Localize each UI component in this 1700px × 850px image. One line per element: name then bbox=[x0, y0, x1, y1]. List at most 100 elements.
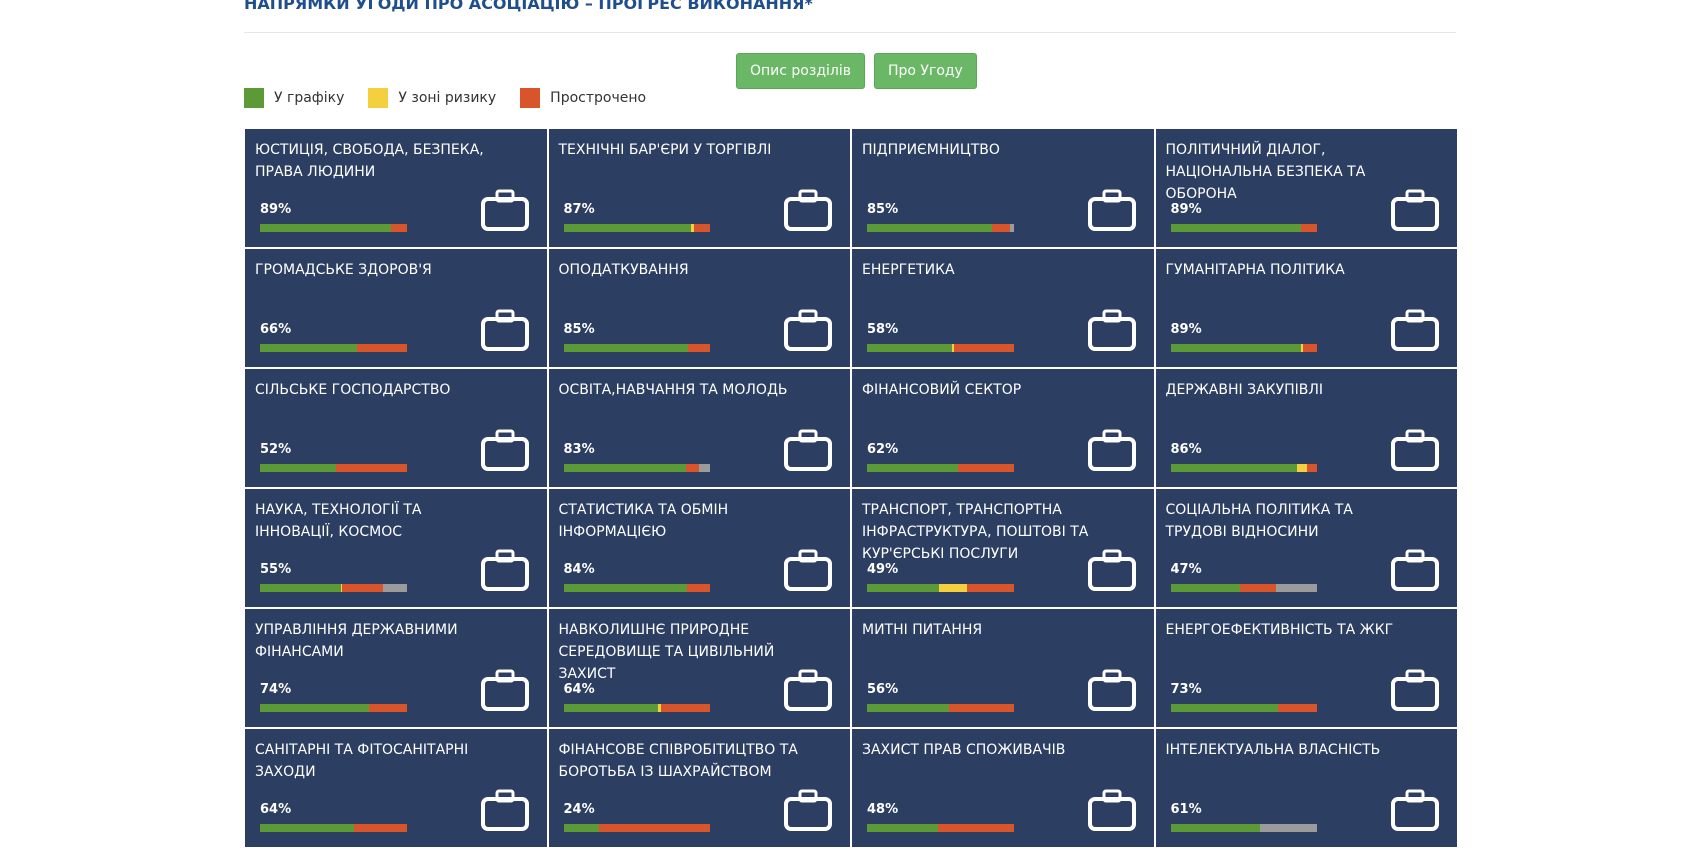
bar-segment bbox=[939, 584, 967, 592]
bar-segment bbox=[867, 344, 953, 352]
tile-percent: 89% bbox=[1170, 322, 1202, 337]
tile: ДЕРЖАВНІ ЗАКУПІВЛІ 86% bbox=[1154, 368, 1458, 488]
bar-segment bbox=[563, 224, 692, 232]
tile: ГУМАНІТАРНА ПОЛІТИКА 89% bbox=[1154, 248, 1458, 368]
tile-title: ЮСТИЦІЯ, СВОБОДА, БЕЗПЕКА, ПРАВА ЛЮДИНИ bbox=[255, 142, 484, 180]
progress-bar bbox=[1170, 704, 1318, 712]
bar-segment bbox=[1301, 224, 1318, 232]
tile-title: ФІНАНСОВИЙ СЕКТОР bbox=[862, 382, 1022, 398]
tile: НАУКА, ТЕХНОЛОГІЇ ТА ІННОВАЦІЇ, КОСМОС 55… bbox=[244, 488, 548, 608]
tile: НАВКОЛИШНЄ ПРИРОДНЕ СЕРЕДОВИЩЕ ТА ЦИВІЛЬ… bbox=[547, 608, 851, 728]
tile-title: ТЕХНІЧНІ БАР'ЄРИ У ТОРГІВЛІ bbox=[558, 142, 772, 158]
tile: ОСВІТА,НАВЧАННЯ ТА МОЛОДЬ 83% bbox=[547, 368, 851, 488]
tile-percent: 74% bbox=[260, 682, 292, 697]
bar-segment bbox=[357, 344, 407, 352]
tile-percent: 62% bbox=[867, 442, 899, 457]
bar-segment bbox=[563, 344, 689, 352]
tile-title: УПРАВЛІННЯ ДЕРЖАВНИМИ ФІНАНСАМИ bbox=[255, 622, 458, 660]
legend-swatch bbox=[244, 88, 264, 108]
tile-percent: 49% bbox=[867, 562, 899, 577]
bar-segment bbox=[867, 824, 938, 832]
tile-icon bbox=[480, 549, 529, 591]
progress-bar bbox=[867, 344, 1014, 352]
bar-segment bbox=[867, 224, 992, 232]
bar-segment bbox=[563, 584, 687, 592]
divider bbox=[244, 32, 1456, 33]
tile-icon bbox=[1391, 429, 1439, 471]
tile: ГРОМАДСЬКЕ ЗДОРОВ'Я 66% bbox=[244, 248, 548, 368]
progress-bar bbox=[1170, 824, 1318, 832]
progress-bar bbox=[867, 464, 1014, 472]
progress-bar bbox=[563, 224, 711, 232]
progress-bar bbox=[563, 464, 711, 472]
progress-bar bbox=[260, 344, 407, 352]
bar-segment bbox=[1307, 464, 1318, 472]
bar-segment bbox=[1170, 224, 1302, 232]
tile: СОЦІАЛЬНА ПОЛІТИКА ТА ТРУДОВІ ВІДНОСИНИ 4… bbox=[1154, 488, 1458, 608]
tile-icon bbox=[480, 429, 529, 471]
tile-title: ТРАНСПОРТ, ТРАНСПОРТНА ІНФРАСТРУКТУРА, П… bbox=[862, 502, 1089, 562]
button[interactable]: Опис розділів bbox=[736, 53, 865, 89]
tile-title: ІНТЕЛЕКТУАЛЬНА ВЛАСНІСТЬ bbox=[1165, 742, 1381, 758]
tile-icon bbox=[784, 669, 832, 711]
progress-bar bbox=[260, 704, 407, 712]
bar-segment bbox=[867, 704, 950, 712]
tile-percent: 73% bbox=[1170, 682, 1202, 697]
bar-segment bbox=[660, 704, 711, 712]
bar-segment bbox=[260, 584, 341, 592]
bar-segment bbox=[1009, 224, 1014, 232]
bar-segment bbox=[563, 464, 686, 472]
bar-segment bbox=[867, 464, 959, 472]
tile: ПОЛІТИЧНИЙ ДІАЛОГ, НАЦІОНАЛЬНА БЕЗПЕКА Т… bbox=[1154, 128, 1458, 248]
tile-title: ГРОМАДСЬКЕ ЗДОРОВ'Я bbox=[255, 262, 432, 278]
tile-percent: 64% bbox=[563, 682, 595, 697]
progress-bar bbox=[1170, 224, 1318, 232]
tile-percent: 89% bbox=[1170, 202, 1202, 217]
tile-title: МИТНІ ПИТАННЯ bbox=[862, 622, 983, 638]
tile-icon bbox=[1087, 669, 1136, 711]
tile-percent: 83% bbox=[563, 442, 595, 457]
tile-title: ОСВІТА,НАВЧАННЯ ТА МОЛОДЬ bbox=[558, 382, 788, 398]
tile-icon bbox=[1087, 309, 1136, 351]
tile: СІЛЬСЬКЕ ГОСПОДАРСТВО 52% bbox=[244, 368, 548, 488]
page-title: НАПРЯМКИ УГОДИ ПРО АСОЦІАЦІЮ – ПРОГРЕС В… bbox=[244, 0, 813, 13]
progress-bar bbox=[563, 344, 711, 352]
bar-segment bbox=[867, 584, 940, 592]
tile: ПІДПРИЄМНИЦТВО 85% bbox=[851, 128, 1155, 248]
bar-segment bbox=[342, 584, 384, 592]
bar-segment bbox=[390, 224, 407, 232]
tile-icon bbox=[480, 669, 529, 711]
tile-title: ГУМАНІТАРНА ПОЛІТИКА bbox=[1165, 262, 1345, 278]
tile-icon bbox=[480, 309, 529, 351]
bar-segment bbox=[966, 584, 1014, 592]
tile-icon bbox=[1087, 189, 1136, 231]
bar-segment bbox=[1302, 344, 1318, 352]
bar-segment bbox=[958, 464, 1014, 472]
legend-item: У графіку bbox=[244, 88, 344, 108]
tile: УПРАВЛІННЯ ДЕРЖАВНИМИ ФІНАНСАМИ 74% bbox=[244, 608, 548, 728]
tile: СТАТИСТИКА ТА ОБМІН ІНФОРМАЦІЄЮ 84% bbox=[547, 488, 851, 608]
bar-segment bbox=[1301, 344, 1303, 352]
button[interactable]: Про Угоду bbox=[874, 53, 977, 89]
bar-segment bbox=[937, 824, 1014, 832]
tile-title: ЕНЕРГОЕФЕКТИВНІСТЬ ТА ЖКГ bbox=[1165, 622, 1394, 638]
bar-segment bbox=[686, 584, 711, 592]
bar-segment bbox=[1277, 704, 1318, 712]
progress-bar bbox=[867, 824, 1014, 832]
tile: ЕНЕРГОЕФЕКТИВНІСТЬ ТА ЖКГ 73% bbox=[1154, 608, 1458, 728]
bar-segment bbox=[698, 464, 711, 472]
tile-percent: 58% bbox=[867, 322, 899, 337]
legend-swatch bbox=[520, 88, 541, 108]
bar-segment bbox=[1170, 344, 1302, 352]
progress-bar bbox=[260, 824, 407, 832]
bar-segment bbox=[1170, 824, 1261, 832]
tile-title: СТАТИСТИКА ТА ОБМІН ІНФОРМАЦІЄЮ bbox=[558, 502, 729, 540]
progress-bar bbox=[563, 584, 711, 592]
legend-label: Прострочено bbox=[550, 90, 647, 106]
tile-title: ЕНЕРГЕТИКА bbox=[862, 262, 955, 278]
legend-swatch bbox=[368, 88, 389, 108]
legend-label: У зоні ризику bbox=[398, 90, 497, 106]
tile-percent: 87% bbox=[563, 202, 595, 217]
bar-segment bbox=[694, 224, 711, 232]
